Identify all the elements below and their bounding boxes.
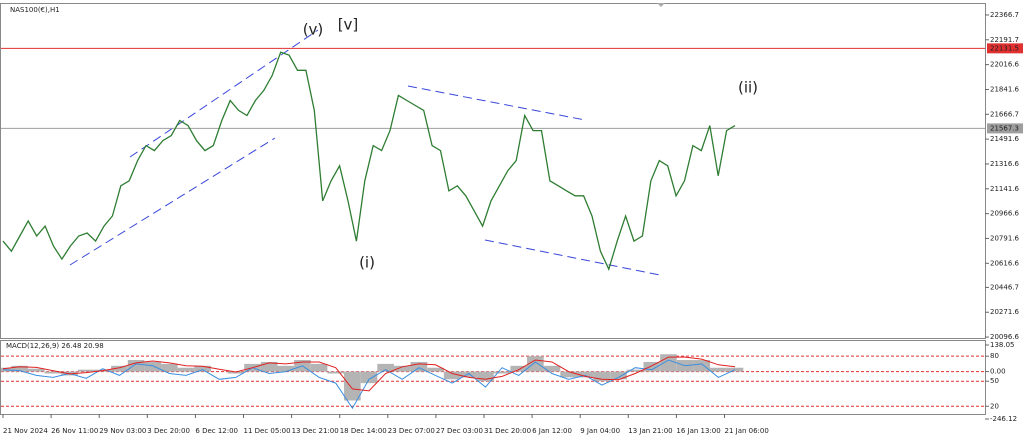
scroll-marker (657, 3, 665, 7)
signal-line (2, 356, 736, 392)
main-plot-frame (0, 3, 986, 339)
y-tick-label: 22366.7 (990, 11, 1019, 19)
price-tag-box (987, 123, 1023, 134)
channel-lower (69, 137, 276, 266)
x-tick-label: 29 Nov 03:00 (99, 427, 146, 435)
wave-label: (v) (303, 21, 324, 39)
y-tick-label: 0.00 (990, 368, 1006, 376)
y-tick-label: 21316.6 (990, 160, 1019, 168)
histogram-bar (560, 371, 577, 378)
histogram-bar (443, 371, 461, 380)
x-tick-label: 11 Dec 05:00 (244, 427, 291, 435)
histogram-bar (393, 365, 411, 372)
histogram-bar (660, 354, 677, 372)
histogram-bar (177, 367, 195, 372)
histogram-bar (227, 371, 245, 374)
y-tick-label: 20966.6 (990, 210, 1019, 218)
histogram-bar (194, 365, 211, 372)
histogram-bar (576, 371, 594, 378)
y-tick-label: 20096.6 (990, 333, 1019, 341)
x-tick-label: 18 Dec 14:00 (340, 427, 387, 435)
x-tick-label: 27 Dec 03:00 (436, 427, 483, 435)
wave-label: (i) (359, 254, 375, 272)
price-line (2, 51, 736, 272)
price-tag-box (987, 43, 1023, 54)
histogram-bar (360, 371, 378, 384)
y-tick-label: 21141.6 (990, 185, 1019, 193)
histogram-bar (593, 371, 611, 382)
macd-title: MACD(12,26,9) 26.48 20.98 (6, 342, 104, 350)
x-tick-label: 6 Jan 12:00 (532, 427, 572, 435)
chart-title: NAS100(€),H1 (10, 6, 60, 14)
histogram-bar (11, 365, 28, 372)
histogram-bar (377, 363, 394, 372)
histogram-bar (27, 368, 45, 372)
histogram-bar (493, 371, 511, 374)
x-tick-label: 13 Dec 21:00 (292, 427, 339, 435)
histogram-bar (427, 367, 444, 372)
histogram-bar (277, 365, 295, 372)
y-tick-label: 21841.6 (990, 85, 1019, 93)
histogram-bar (260, 361, 278, 372)
x-tick-label: 23 Dec 07:00 (388, 427, 435, 435)
histogram-bar (144, 361, 162, 372)
macd-plot (1, 354, 985, 410)
channel-lines (69, 29, 661, 276)
histogram-bar (44, 371, 62, 374)
x-tick-label: 21 Jan 06:00 (725, 427, 769, 435)
channel-upper (129, 29, 319, 158)
histogram-bar (310, 363, 328, 372)
y-tick-label: 138.05 (990, 341, 1015, 349)
wave-label: (ii) (738, 79, 758, 97)
y-tick-label: 22191.7 (990, 36, 1019, 44)
histogram-bar (610, 371, 627, 380)
y-tick-label: 50 (990, 377, 999, 385)
histogram-bar (127, 360, 145, 372)
y-tick-label: 21666.7 (990, 110, 1019, 118)
x-tick-label: 31 Dec 20:00 (484, 427, 531, 435)
wave-label: [v] (338, 16, 359, 34)
y-tick-label: 20271.6 (990, 308, 1019, 316)
histogram-bar (327, 371, 345, 374)
histogram-bar (77, 369, 95, 372)
histogram-bar (510, 365, 528, 372)
histogram-bar (111, 365, 128, 372)
y-tick-label: 80 (990, 352, 999, 360)
y-tick-label: 20791.6 (990, 234, 1019, 242)
y-tick-label: 20446.7 (990, 283, 1019, 291)
x-tick-label: 9 Jan 04:00 (580, 427, 620, 435)
y-tick-label: 20 (990, 402, 999, 410)
y-tick-label: 21491.6 (990, 135, 1019, 143)
histogram-bar (710, 367, 727, 372)
channel-lower-2 (484, 239, 661, 276)
histogram-bar (161, 363, 178, 372)
histogram-bar (643, 361, 661, 372)
price-tag-label: 21567.3 (990, 124, 1019, 132)
x-tick-label: 26 Nov 11:00 (51, 427, 98, 435)
histogram-bar (410, 361, 428, 372)
y-tick-label: 20616.6 (990, 259, 1019, 267)
histogram-bar (344, 371, 361, 401)
histogram-bar (693, 360, 711, 372)
price-tag-label: 22131.5 (990, 44, 1019, 52)
histogram-bar (726, 367, 744, 372)
x-tick-label: 6 Dec 12:00 (195, 427, 238, 435)
y-tick-label: 22016.6 (990, 61, 1019, 69)
histogram-bar (477, 371, 494, 382)
histogram-bar (460, 371, 478, 378)
x-tick-label: 13 Jan 21:00 (628, 427, 672, 435)
histogram-bar (543, 365, 561, 372)
x-tick-label: 16 Jan 13:00 (676, 427, 720, 435)
x-tick-label: 3 Dec 20:00 (147, 427, 190, 435)
x-tick-label: 21 Nov 2024 (3, 427, 48, 435)
histogram-bar (626, 369, 644, 372)
channel-upper-2 (407, 85, 586, 121)
y-tick-label: -246.12 (990, 415, 1017, 423)
